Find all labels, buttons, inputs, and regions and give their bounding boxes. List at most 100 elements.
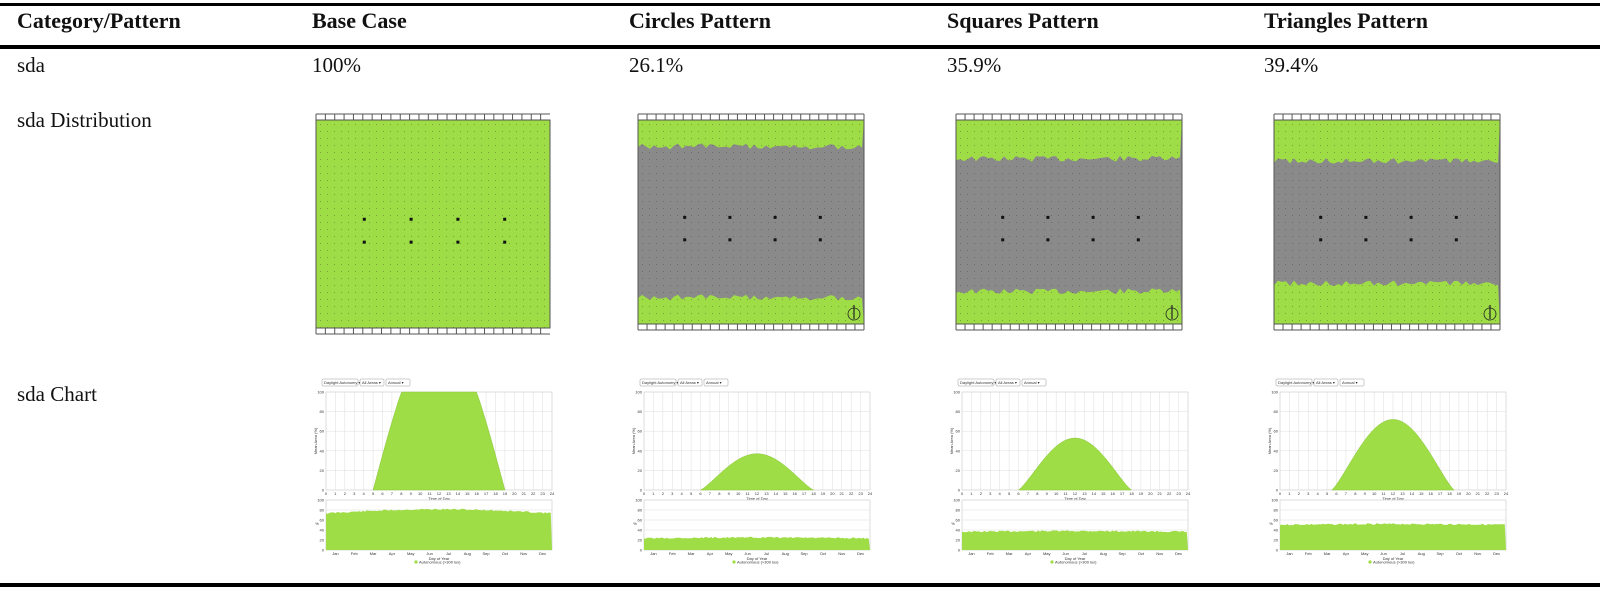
x-tick-label: 10 [736, 491, 741, 496]
x-tick-label: 17 [1120, 491, 1125, 496]
x-tick-label: 19 [1457, 491, 1462, 496]
x-tick-label: 4 [1317, 491, 1320, 496]
x-tick-label: 20 [1466, 491, 1471, 496]
legend-label: Autonomous (>300 lux) [419, 560, 461, 565]
x-tick-label: Aug [1418, 551, 1425, 556]
x-tick-label: 4 [999, 491, 1002, 496]
y-tick-label: 100 [953, 390, 960, 395]
dropdown-label[interactable]: Annual ▾ [706, 380, 722, 385]
top-rule [0, 3, 1600, 6]
daylight-area-series [1331, 419, 1455, 491]
x-tick-label: 5 [690, 491, 693, 496]
x-tick-label: 9 [728, 491, 731, 496]
distribution-map-triangles [1273, 113, 1501, 331]
x-tick-label: Feb [669, 551, 677, 556]
y-tick-label: 0 [640, 548, 643, 553]
bottom-ylabel: % [1269, 521, 1273, 526]
x-tick-label: 3 [989, 491, 992, 496]
header-base: Base Case [312, 8, 407, 33]
y-tick-label: 60 [956, 518, 961, 523]
x-tick-label: 13 [446, 491, 451, 496]
x-tick-label: Aug [464, 551, 471, 556]
dropdown-label[interactable]: Daylight Autonomy ▾ [1278, 380, 1314, 385]
x-tick-label: Apr [389, 551, 396, 556]
y-tick-label: 80 [1274, 409, 1279, 414]
x-tick-label: 24 [868, 491, 873, 496]
x-tick-label: Jul [764, 551, 769, 556]
x-tick-label: 2 [662, 491, 665, 496]
x-tick-label: Apr [1025, 551, 1032, 556]
dropdown-label[interactable]: Daylight Autonomy ▾ [324, 380, 360, 385]
x-tick-label: 11 [428, 491, 433, 496]
y-tick-label: 40 [320, 448, 325, 453]
daylight-area-series [699, 453, 815, 491]
x-tick-label: 18 [811, 491, 816, 496]
lit-zone-north [1274, 120, 1500, 164]
y-tick-label: 80 [1274, 508, 1279, 513]
annual-area-series [1280, 523, 1506, 550]
dropdown-label[interactable]: All Areas ▾ [998, 380, 1017, 385]
y-tick-label: 60 [320, 429, 325, 434]
x-tick-label: 16 [1110, 491, 1115, 496]
x-tick-label: May [1043, 551, 1051, 556]
x-tick-label: 14 [1410, 491, 1415, 496]
x-tick-label: Oct [502, 551, 509, 556]
dropdown-label[interactable]: Annual ▾ [1024, 380, 1040, 385]
x-tick-label: 1 [334, 491, 337, 496]
x-tick-label: 13 [1400, 491, 1405, 496]
lit-zone-south [638, 294, 864, 324]
x-tick-label: 11 [1382, 491, 1387, 496]
x-tick-label: 24 [1504, 491, 1509, 496]
y-tick-label: 100 [1271, 390, 1278, 395]
x-tick-label: Dec [539, 551, 546, 556]
y-tick-label: 80 [638, 508, 643, 513]
dropdown-label[interactable]: Annual ▾ [388, 380, 404, 385]
x-tick-label: Sep [1437, 551, 1445, 556]
dropdown-label[interactable]: Annual ▾ [1342, 380, 1358, 385]
y-tick-label: 0 [1276, 548, 1279, 553]
dropdown-label[interactable]: Daylight Autonomy ▾ [960, 380, 996, 385]
y-tick-label: 20 [1274, 538, 1279, 543]
y-tick-label: 100 [1271, 498, 1278, 503]
x-tick-label: Jan [650, 551, 656, 556]
bottom-ylabel: % [633, 521, 637, 526]
sda-value-circles: 26.1% [629, 53, 684, 77]
x-tick-label: 21 [1476, 491, 1481, 496]
room-outline [1273, 119, 1501, 325]
x-tick-label: 9 [410, 491, 413, 496]
x-tick-label: 10 [418, 491, 423, 496]
x-tick-label: 18 [1129, 491, 1134, 496]
dropdown-label[interactable]: Daylight Autonomy ▾ [642, 380, 678, 385]
dropdown-label[interactable]: All Areas ▾ [1316, 380, 1335, 385]
y-tick-label: 20 [320, 538, 325, 543]
dropdown [639, 378, 677, 387]
top-xlabel: Time of Day [1382, 496, 1403, 501]
y-tick-label: 60 [1274, 518, 1279, 523]
header-circles: Circles Pattern [629, 8, 771, 33]
x-tick-label: 15 [465, 491, 470, 496]
columns [683, 215, 822, 242]
x-tick-label: 3 [1307, 491, 1310, 496]
x-tick-label: Jan [1286, 551, 1292, 556]
dropdown-label[interactable]: All Areas ▾ [362, 380, 381, 385]
daylight-area-series [372, 391, 506, 491]
x-tick-label: Feb [987, 551, 995, 556]
y-tick-label: 40 [638, 528, 643, 533]
distribution-map-base [315, 113, 551, 335]
distribution-map-squares [955, 113, 1183, 331]
x-tick-label: 8 [1036, 491, 1039, 496]
x-tick-label: 22 [849, 491, 854, 496]
x-tick-label: 8 [718, 491, 721, 496]
lit-zone [316, 120, 550, 328]
x-tick-label: Sep [801, 551, 809, 556]
y-tick-label: 60 [1274, 429, 1279, 434]
x-tick-label: 24 [550, 491, 555, 496]
x-tick-label: 19 [1139, 491, 1144, 496]
y-tick-label: 80 [638, 409, 643, 414]
dropdown-label[interactable]: All Areas ▾ [680, 380, 699, 385]
y-tick-label: 60 [320, 518, 325, 523]
columns [362, 217, 507, 244]
x-tick-label: 13 [764, 491, 769, 496]
bottom-ylabel: % [315, 521, 319, 526]
x-tick-label: 8 [400, 491, 403, 496]
